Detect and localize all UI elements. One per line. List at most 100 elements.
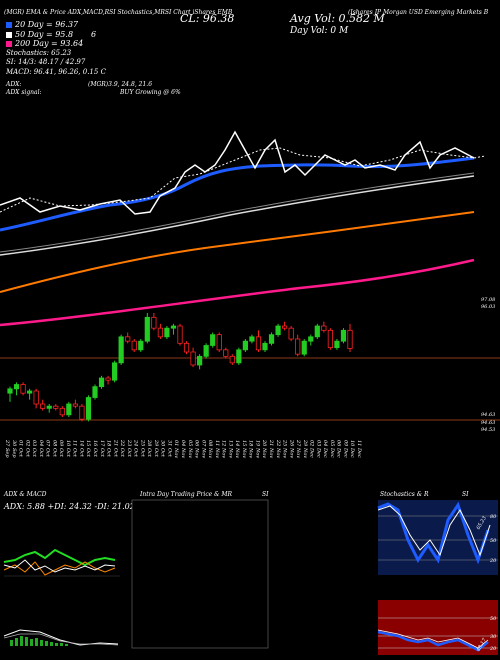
date-tick-label: 16 Oct (92, 440, 98, 458)
candle-body (340, 329, 347, 342)
stoch-value: 65.23 (476, 515, 488, 530)
date-tick-label: 04 Nov (180, 440, 186, 458)
ema-50-line (0, 175, 475, 256)
date-tick-label: 12 Nov (221, 440, 227, 458)
mrsi-tick-30: 30 (490, 634, 497, 640)
date-tick-label: 11 Nov (214, 440, 220, 458)
date-tick-label: 20 Nov (261, 439, 267, 458)
date-tick-label: 29 Nov (302, 439, 308, 458)
adx-signal-value: BUY Growing @ 6% (120, 89, 181, 96)
mrsi-white-line (377, 629, 489, 649)
candle-body (242, 340, 248, 351)
candle-body (301, 340, 307, 355)
date-tick-label: 15 Nov (241, 440, 247, 458)
candle-body (144, 316, 150, 342)
mrsi-blue-line (377, 630, 489, 652)
candle-body (236, 349, 242, 364)
candle-body (72, 403, 78, 407)
date-tick-label: 07 Nov (200, 440, 206, 458)
candle-body (131, 340, 137, 351)
date-tick-label: 08 Nov (207, 440, 213, 458)
date-tick-label: 01 Nov (173, 440, 179, 458)
candle-body (79, 405, 85, 420)
ema-100-line (0, 211, 475, 293)
date-tick-label: 18 Oct (106, 440, 112, 458)
stoch-blue-line (377, 501, 490, 565)
candle-body (321, 325, 327, 331)
date-tick-label: 05 Nov (187, 440, 193, 458)
macd-histogram (10, 636, 68, 646)
header-top-line: (MGR) EMA & Price ADX,MACD,RSI Stochasti… (4, 9, 233, 16)
price-chart: 27 Sep 30 Sep 01 Oct 02 Oct 03 Oct 04 Oct 07 O… (0, 130, 500, 458)
date-tick-label: 22 Oct (119, 439, 125, 458)
candle-body (13, 384, 20, 390)
candle-body (92, 386, 98, 398)
date-tick-label: 27 Nov (295, 439, 301, 458)
legend-50day: 50 Day = 95.8 6 (6, 30, 106, 40)
date-tick-label: 24 Oct (133, 439, 139, 458)
date-tick-label: 11 Dec (356, 440, 362, 458)
date-tick-label: 15 Oct (85, 440, 91, 458)
candle-body (53, 405, 59, 409)
macd-line (3, 629, 119, 646)
candle-body (151, 316, 157, 329)
intraday-panel-si: SI (262, 491, 269, 498)
date-tick-label: 14 Oct (78, 440, 84, 458)
candle-body (229, 355, 235, 364)
stoch-tick-50: 50 (490, 538, 497, 544)
adx-white-line (3, 559, 116, 573)
candle-body (314, 325, 320, 338)
adx-label: ADX: (6, 81, 22, 88)
candle-body (98, 377, 105, 388)
candle-body (275, 325, 281, 336)
candle-body (216, 334, 222, 351)
candle-body (40, 403, 46, 409)
legend-20day: 20 Day = 96.37 (6, 20, 106, 30)
candle-body (164, 327, 170, 338)
adx-panel-title: ADX & MACD (4, 491, 47, 498)
candle-body (190, 351, 196, 366)
candle-body (223, 349, 229, 357)
date-tick-label: 04 Dec (322, 440, 328, 458)
candle-body (282, 325, 288, 329)
stoch-panel-title: Stochastics & R (380, 491, 429, 498)
ma-legend: 20 Day = 96.37 50 Day = 95.8 6 200 Day = … (6, 20, 106, 77)
candle-body (268, 334, 275, 344)
date-tick-label: 30 Oct (160, 440, 166, 458)
adx-value: (MGR)3.9, 24.8, 21.6 (88, 81, 153, 88)
avg-vol-label: Avg Vol: 0.582 M (290, 12, 385, 25)
date-tick-label: 13 Nov (227, 440, 233, 458)
candles-group (7, 313, 353, 422)
date-tick-label: 29 Oct (153, 439, 159, 458)
price-label-5: 94.53 (481, 427, 496, 433)
candle-body (46, 405, 52, 409)
candle-body (85, 397, 92, 420)
candle-body (118, 336, 124, 364)
date-tick-label: 25 Oct (139, 439, 145, 458)
candle-body (59, 407, 65, 416)
day-vol-label: Day Vol: 0 M (290, 26, 349, 36)
close-label: CL: 96.38 (180, 12, 235, 25)
macd-signal-line (3, 633, 119, 646)
candle-body (177, 325, 183, 344)
candle-body (27, 390, 33, 394)
candle-body (138, 340, 144, 351)
mrsi-value: 48.17 (475, 637, 488, 654)
date-tick-label: 18 Nov (248, 440, 254, 458)
date-tick-label: 28 Oct (146, 439, 152, 458)
date-tick-label: 03 Oct (31, 440, 37, 458)
candle-body (295, 338, 301, 355)
candle-body (183, 342, 190, 353)
adx-panel-values: ADX: 5.88 +DI: 24.32 -DI: 21.02 (4, 502, 135, 511)
date-tick-label: 06 Nov (194, 440, 200, 458)
date-tick-label: 10 Dec (349, 440, 355, 458)
stoch-line: Stochastics: 65.23 (6, 48, 72, 57)
date-tick-label: 27 Sep (4, 439, 10, 458)
price-label-3: 94.63 (481, 412, 496, 418)
mrsi-panel: 50 30 20 48.17 (377, 600, 498, 655)
price-label-1: 97.08 (481, 297, 496, 303)
date-tick-label: 11 Oct (72, 440, 78, 458)
date-tick-label: 10 Oct (65, 440, 71, 458)
adx-green-line (3, 548, 116, 567)
candle-body (334, 340, 340, 349)
